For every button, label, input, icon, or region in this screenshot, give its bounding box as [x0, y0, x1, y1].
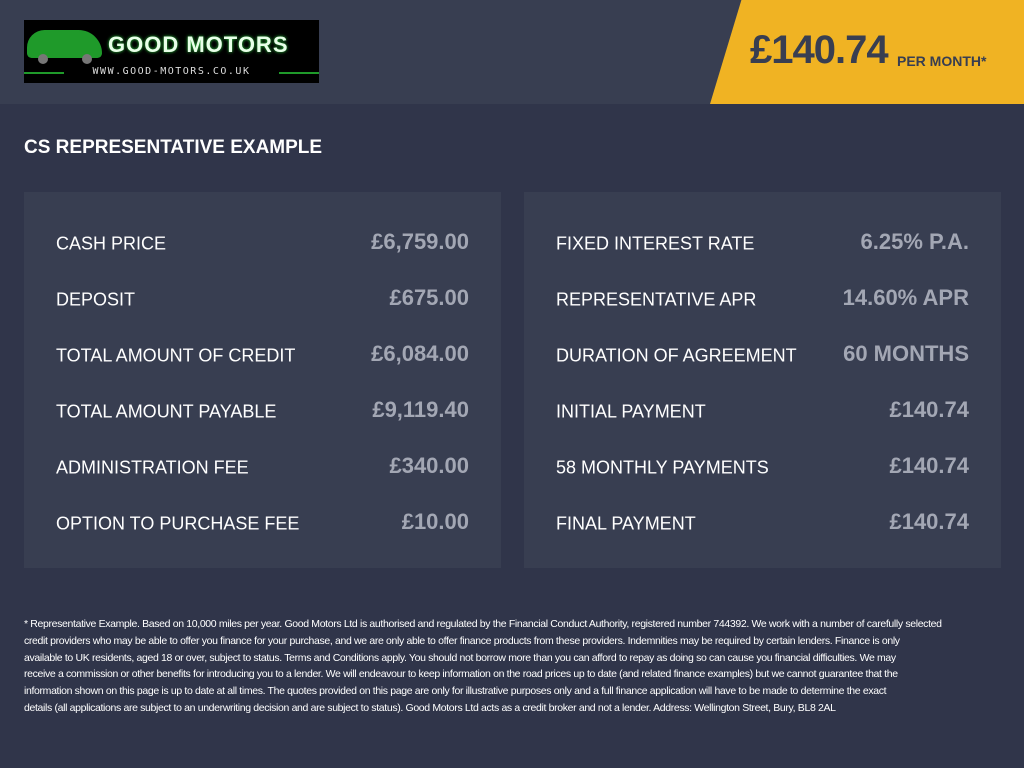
- finance-panel-left: CASH PRICE £6,759.00 DEPOSIT £675.00 TOTAL A…: [24, 192, 501, 568]
- finance-value: 6.25% P.A.: [860, 229, 969, 254]
- disclaimer-line: available to UK residents, aged 18 or ov…: [24, 651, 896, 664]
- finance-row: INITIAL PAYMENT £140.74: [556, 372, 969, 428]
- monthly-price-badge: £140.74 PER MONTH*: [710, 0, 1024, 104]
- finance-row: FIXED INTEREST RATE 6.25% P.A.: [556, 204, 969, 260]
- finance-value: £10.00: [401, 509, 469, 534]
- finance-row: TOTAL AMOUNT PAYABLE £9,119.40: [56, 372, 469, 428]
- disclaimer-line: credit providers who may be able to offe…: [24, 634, 900, 647]
- finance-row: ADMINISTRATION FEE £340.00: [56, 428, 469, 484]
- finance-label: 58 MONTHLY PAYMENTS: [556, 457, 769, 478]
- header: GOOD MOTORS WWW.GOOD-MOTORS.CO.UK £140.7…: [0, 0, 1024, 104]
- finance-value: £6,759.00: [371, 229, 469, 254]
- finance-value: £675.00: [389, 285, 469, 310]
- logo-divider: [279, 72, 319, 74]
- finance-row: FINAL PAYMENT £140.74: [556, 484, 969, 540]
- finance-label: CASH PRICE: [56, 233, 167, 254]
- finance-label: OPTION TO PURCHASE FEE: [56, 513, 300, 534]
- finance-value: 60 MONTHS: [843, 341, 969, 366]
- finance-label: FINAL PAYMENT: [556, 513, 696, 534]
- good-motors-logo[interactable]: GOOD MOTORS WWW.GOOD-MOTORS.CO.UK: [24, 20, 319, 83]
- disclaimer-line: receive a commission or other benefits f…: [24, 668, 898, 681]
- wheel-icon: [38, 54, 48, 64]
- finance-row: 58 MONTHLY PAYMENTS £140.74: [556, 428, 969, 484]
- finance-label: FIXED INTEREST RATE: [556, 233, 755, 254]
- finance-row: CASH PRICE £6,759.00: [56, 204, 469, 260]
- finance-value: 14.60% APR: [842, 285, 969, 310]
- finance-label: DEPOSIT: [56, 289, 136, 310]
- per-month-label: PER MONTH*: [897, 53, 987, 69]
- car-icon: [27, 30, 102, 58]
- finance-row: TOTAL AMOUNT OF CREDIT £6,084.00: [56, 316, 469, 372]
- finance-label: INITIAL PAYMENT: [556, 401, 706, 422]
- finance-value: £6,084.00: [371, 341, 469, 366]
- finance-label: TOTAL AMOUNT PAYABLE: [56, 401, 277, 422]
- finance-value: £140.74: [889, 453, 969, 478]
- finance-row: DURATION OF AGREEMENT 60 MONTHS: [556, 316, 969, 372]
- finance-panel-right: FIXED INTEREST RATE 6.25% P.A. REPRESENTAT…: [524, 192, 1001, 568]
- wheel-icon: [82, 54, 92, 64]
- finance-row: REPRESENTATIVE APR 14.60% APR: [556, 260, 969, 316]
- finance-row: OPTION TO PURCHASE FEE £10.00: [56, 484, 469, 540]
- finance-value: £140.74: [889, 397, 969, 422]
- logo-divider: [24, 72, 64, 74]
- finance-value: £140.74: [889, 509, 969, 534]
- page-title: CS REPRESENTATIVE EXAMPLE: [24, 137, 323, 158]
- finance-label: ADMINISTRATION FEE: [56, 457, 249, 478]
- logo-url: WWW.GOOD-MOTORS.CO.UK: [92, 66, 251, 77]
- finance-value: £9,119.40: [372, 397, 469, 422]
- monthly-price: £140.74: [750, 28, 889, 72]
- finance-row: DEPOSIT £675.00: [56, 260, 469, 316]
- finance-label: REPRESENTATIVE APR: [556, 289, 757, 310]
- finance-label: TOTAL AMOUNT OF CREDIT: [56, 345, 296, 366]
- disclaimer: * Representative Example. Based on 10,00…: [24, 616, 942, 717]
- disclaimer-line: information shown on this page is up to …: [24, 685, 887, 698]
- finance-value: £340.00: [389, 453, 469, 478]
- disclaimer-line: * Representative Example. Based on 10,00…: [24, 618, 942, 630]
- logo-brand: GOOD MOTORS: [108, 32, 289, 57]
- disclaimer-line: details (all applications are subject to…: [24, 701, 836, 714]
- finance-label: DURATION OF AGREEMENT: [556, 345, 797, 366]
